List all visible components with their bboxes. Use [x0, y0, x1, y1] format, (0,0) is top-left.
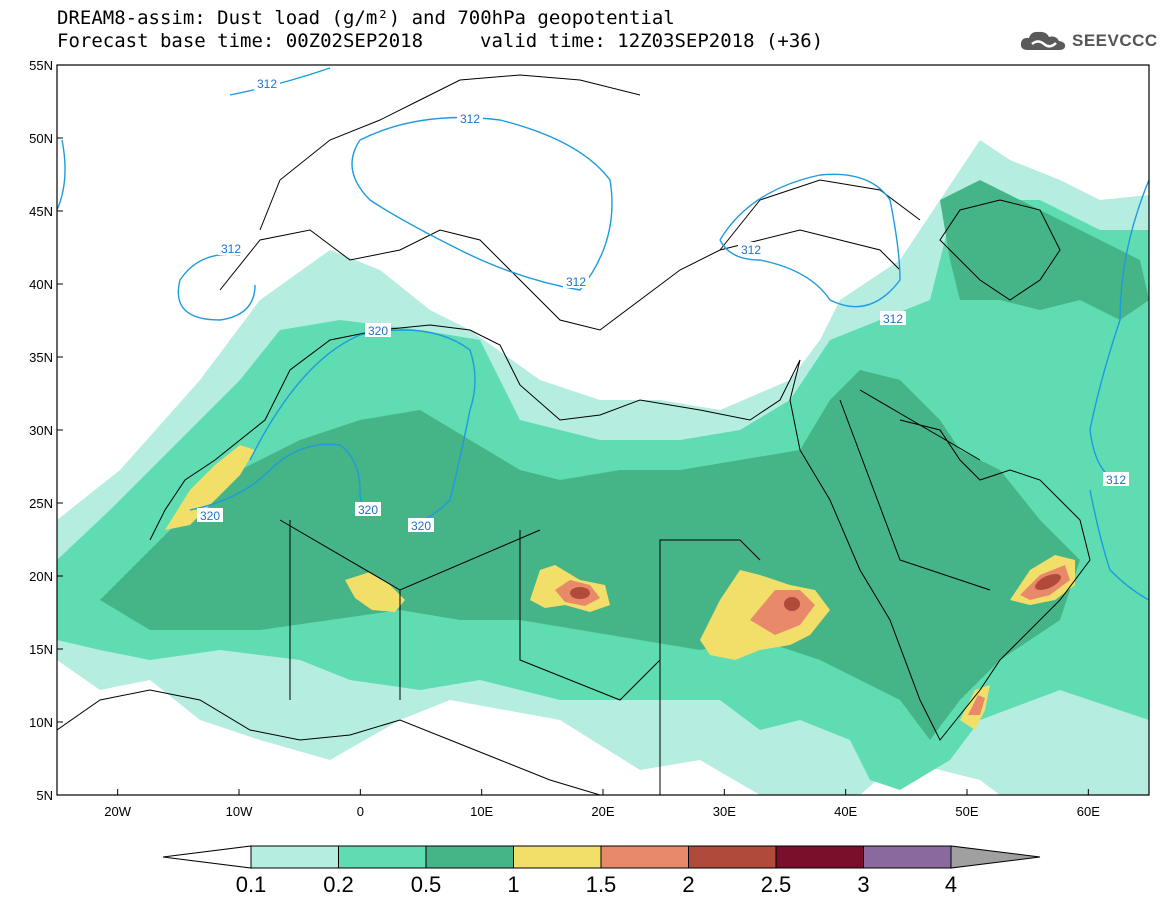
lat-label: 45N: [29, 204, 53, 219]
forecast-base-time: Forecast base time: 00Z02SEP2018: [57, 30, 424, 52]
colorbar-label: 2: [682, 872, 694, 897]
colorbar-label: 0.1: [236, 872, 267, 897]
colorbar-labels: 0.1 0.2 0.5 1 1.5 2 2.5 3 4: [236, 872, 957, 897]
svg-text:312: 312: [741, 243, 761, 257]
dust-2-patch-chad: [570, 587, 590, 599]
contour-label-312: 312: [738, 242, 764, 257]
colorbar-cell: [425, 845, 514, 869]
dust-0.5-band-north: [940, 180, 1149, 320]
svg-text:312: 312: [1106, 473, 1126, 487]
lon-label: 60E: [1077, 804, 1100, 819]
colorbar-label: 1.5: [586, 872, 617, 897]
lat-label: 10N: [29, 715, 53, 730]
dust-1.5-patch-somalia: [968, 695, 985, 715]
colorbar-max-arrow: [950, 845, 1041, 869]
contour-label-312: 312: [880, 311, 906, 326]
contour-label-320: 320: [408, 518, 434, 533]
colorbar-cell: [513, 845, 602, 869]
lon-label: 0: [357, 804, 364, 819]
colorbar-cell: [775, 845, 864, 869]
lat-label: 30N: [29, 423, 53, 438]
geopotential-contours: [57, 67, 1149, 601]
lat-label: 50N: [29, 131, 53, 146]
contour-label-312: 312: [1103, 472, 1129, 487]
axis-ticks: 55N 50N 45N 40N 35N 30N 25N 20N 15N 10N 5N 20W 10W 0 1…: [29, 58, 1100, 819]
dust-0.5-band: [100, 370, 1080, 740]
colorbar-label: 0.5: [411, 872, 442, 897]
dust-1-patch-algeria: [345, 572, 405, 612]
dust-2-patch-oman: [1035, 573, 1061, 591]
colorbar-label: 4: [945, 872, 957, 897]
lat-label: 40N: [29, 277, 53, 292]
contour-label-312: 312: [563, 274, 589, 289]
dust-field: [57, 65, 1149, 795]
dust-1-patch-westsahara: [165, 445, 255, 530]
lat-label: 20N: [29, 569, 53, 584]
lat-label: 5N: [36, 788, 53, 803]
lon-label: 50E: [955, 804, 978, 819]
lat-label: 25N: [29, 496, 53, 511]
lat-label: 55N: [29, 58, 53, 73]
colorbar-cell: [250, 845, 339, 869]
lat-label: 15N: [29, 642, 53, 657]
contour-labels: 312 312 312 312 312 312 312 320 320 320 …: [197, 76, 1129, 533]
lon-label: 10W: [226, 804, 253, 819]
lat-label: 35N: [29, 350, 53, 365]
map-title: DREAM8-assim: Dust load (g/m²) and 700hP…: [57, 7, 675, 29]
dust-2-patch-sudan: [784, 597, 800, 611]
coastlines: [57, 74, 1091, 795]
lon-label: 40E: [834, 804, 857, 819]
contour-label-312: 312: [218, 241, 244, 256]
cloud-icon: [1020, 31, 1066, 50]
svg-text:312: 312: [221, 242, 241, 256]
svg-text:312: 312: [566, 275, 586, 289]
lon-label: 10E: [470, 804, 493, 819]
lon-label: 30E: [713, 804, 736, 819]
contour-label-312: 312: [457, 111, 483, 126]
valid-time: valid time: 12Z03SEP2018 (+36): [480, 30, 824, 52]
colorbar-label: 2.5: [761, 872, 792, 897]
contour-label-320: 320: [197, 508, 223, 523]
svg-text:312: 312: [883, 312, 903, 326]
seevccc-logo: SEEVCCC: [1018, 28, 1158, 54]
svg-text:320: 320: [411, 519, 431, 533]
svg-text:320: 320: [200, 509, 220, 523]
svg-text:312: 312: [460, 112, 480, 126]
contour-label-312: 312: [254, 76, 280, 91]
logo-text: SEEVCCC: [1072, 31, 1158, 50]
svg-text:320: 320: [358, 503, 378, 517]
colorbar-label: 1: [507, 872, 519, 897]
lon-label: 20E: [591, 804, 614, 819]
colorbar: 0.1 0.2 0.5 1 1.5 2 2.5 3 4: [162, 845, 1041, 897]
svg-text:312: 312: [257, 77, 277, 91]
colorbar-cell: [688, 845, 777, 869]
colorbar-label: 0.2: [323, 872, 354, 897]
svg-text:320: 320: [368, 324, 388, 338]
contour-label-320: 320: [365, 323, 391, 338]
contour-label-320: 320: [355, 502, 381, 517]
colorbar-min-arrow: [162, 845, 252, 869]
colorbar-cell: [338, 845, 427, 869]
lon-label: 20W: [104, 804, 131, 819]
colorbar-cell: [863, 845, 952, 869]
colorbar-cell: [600, 845, 689, 869]
colorbar-cells: [250, 845, 952, 869]
colorbar-label: 3: [857, 872, 869, 897]
